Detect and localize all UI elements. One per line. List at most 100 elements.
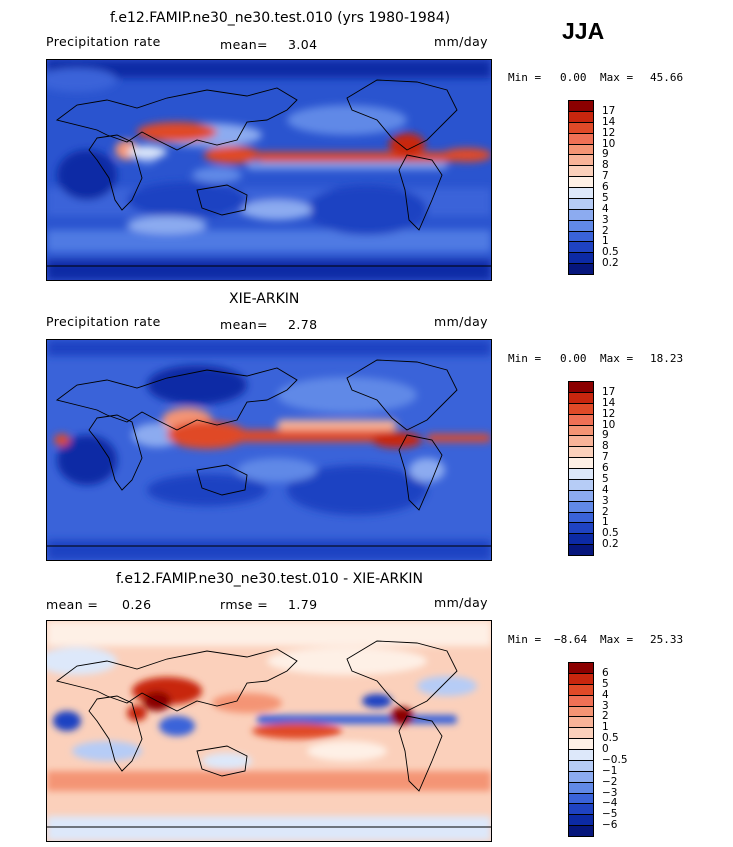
colorbar-label: 4 — [602, 202, 609, 215]
colorbar-label: −2 — [602, 775, 618, 788]
rmse-label: rmse = — [220, 597, 269, 612]
colorbar-label: 14 — [602, 115, 616, 128]
mean-value: 3.04 — [288, 37, 318, 52]
colorbar-label: 9 — [602, 429, 609, 442]
colorbar-label: 10 — [602, 137, 616, 150]
colorbar-label: 12 — [602, 407, 616, 420]
min-value: −8.64 — [554, 633, 588, 646]
south-america-outline — [398, 434, 443, 511]
mean-value: 0.26 — [122, 597, 152, 612]
map-model-svg — [47, 60, 491, 280]
mean-label: mean = — [46, 597, 99, 612]
africa-outline — [88, 134, 143, 211]
max-value: 45.66 — [650, 71, 684, 84]
panel-title: f.e12.FAMIP.ne30_ne30.test.010 (yrs 1980… — [110, 10, 451, 26]
colorbar-label: 3 — [602, 213, 609, 226]
colorbar-label: 0.5 — [602, 246, 619, 259]
max-value: 25.33 — [650, 633, 684, 646]
eurasia-outline — [55, 367, 298, 431]
colorbar-label: 4 — [602, 483, 609, 496]
colorbar-label: 0.5 — [602, 527, 619, 540]
mean-label: mean= — [220, 37, 268, 52]
colorbar-label: 2 — [602, 710, 609, 723]
units-label: mm/day — [434, 314, 488, 329]
colorbar-label: 17 — [602, 104, 616, 117]
africa-outline — [88, 695, 143, 772]
south-america-outline — [398, 715, 443, 792]
colorbar-label: 1 — [602, 516, 609, 529]
colorbar-label: 0.2 — [602, 257, 619, 270]
colorbar-label: −0.5 — [602, 753, 628, 766]
colorbar-box — [568, 825, 594, 837]
colorbar-label: 10 — [602, 418, 616, 431]
north-america-outline — [346, 359, 458, 431]
panel-title: f.e12.FAMIP.ne30_ne30.test.010 - XIE-ARK… — [116, 571, 423, 587]
colorbar-label: 8 — [602, 159, 609, 172]
max-value: 18.23 — [650, 352, 684, 365]
colorbar-label: 6 — [602, 666, 609, 679]
north-america-outline — [346, 79, 458, 151]
max-label: Max = — [600, 352, 634, 365]
colorbar-label: −6 — [602, 819, 618, 832]
colorbar-label: 1 — [602, 721, 609, 734]
min-value: 0.00 — [560, 71, 587, 84]
australia-outline — [196, 464, 248, 496]
map-obs-svg — [47, 340, 491, 560]
mean-value: 2.78 — [288, 317, 318, 332]
colorbar-label: 1 — [602, 235, 609, 248]
colorbar-label: 3 — [602, 494, 609, 507]
panel-title: XIE-ARKIN — [229, 291, 300, 307]
colorbar-label: 0.5 — [602, 732, 619, 745]
colorbar-difference: 6 5 4 3 2 1 0.5 0 −0.5 −1 −2 −3 −4 −5 −6 — [568, 662, 628, 838]
colorbar-label: −1 — [602, 764, 618, 777]
colorbar-label: 7 — [602, 451, 609, 464]
colorbar-label: 7 — [602, 170, 609, 183]
precip-map-observations — [46, 339, 492, 561]
eurasia-outline — [55, 87, 298, 151]
max-label: Max = — [600, 71, 634, 84]
precip-map-model — [46, 59, 492, 281]
colorbar-label: −5 — [602, 808, 618, 821]
colorbar-label: 0 — [602, 743, 609, 755]
colorbar-label: 3 — [602, 699, 609, 712]
min-label: Min = — [508, 352, 542, 365]
colorbar-label: 14 — [602, 396, 616, 409]
colorbar-box — [568, 263, 594, 275]
colorbar-label: 4 — [602, 688, 609, 701]
colorbar-label: 17 — [602, 385, 616, 398]
colorbar-observations: 17 14 12 10 9 8 7 6 5 4 3 2 1 0.5 0.2 — [568, 381, 628, 557]
colorbar-label: 12 — [602, 126, 616, 139]
colorbar-label: 0.2 — [602, 538, 619, 551]
variable-label: Precipitation rate — [46, 314, 161, 329]
south-america-outline — [398, 154, 443, 231]
colorbar-label: 5 — [602, 472, 609, 485]
colorbar-label: 6 — [602, 181, 609, 193]
colorbar-box — [568, 544, 594, 556]
australia-outline — [196, 184, 248, 216]
australia-outline — [196, 745, 248, 777]
precip-map-difference — [46, 620, 492, 842]
units-label: mm/day — [434, 595, 488, 610]
colorbar-label: −4 — [602, 797, 618, 810]
colorbar-label: 2 — [602, 505, 609, 518]
colorbar-label: 6 — [602, 462, 609, 474]
colorbar-label: 8 — [602, 440, 609, 453]
colorbar-label: 5 — [602, 677, 609, 690]
africa-outline — [88, 414, 143, 491]
mean-label: mean= — [220, 317, 268, 332]
variable-label: Precipitation rate — [46, 34, 161, 49]
map-diff-svg — [47, 621, 491, 841]
north-america-outline — [346, 640, 458, 712]
min-label: Min = — [508, 71, 542, 84]
units-label: mm/day — [434, 34, 488, 49]
min-value: 0.00 — [560, 352, 587, 365]
colorbar-label: −3 — [602, 786, 618, 799]
colorbar-label: 5 — [602, 191, 609, 204]
eurasia-outline — [55, 648, 298, 712]
max-label: Max = — [600, 633, 634, 646]
min-label: Min = — [508, 633, 542, 646]
colorbar-label: 2 — [602, 224, 609, 237]
colorbar-label: 9 — [602, 148, 609, 161]
season-label: JJA — [562, 18, 605, 44]
rmse-value: 1.79 — [288, 597, 318, 612]
